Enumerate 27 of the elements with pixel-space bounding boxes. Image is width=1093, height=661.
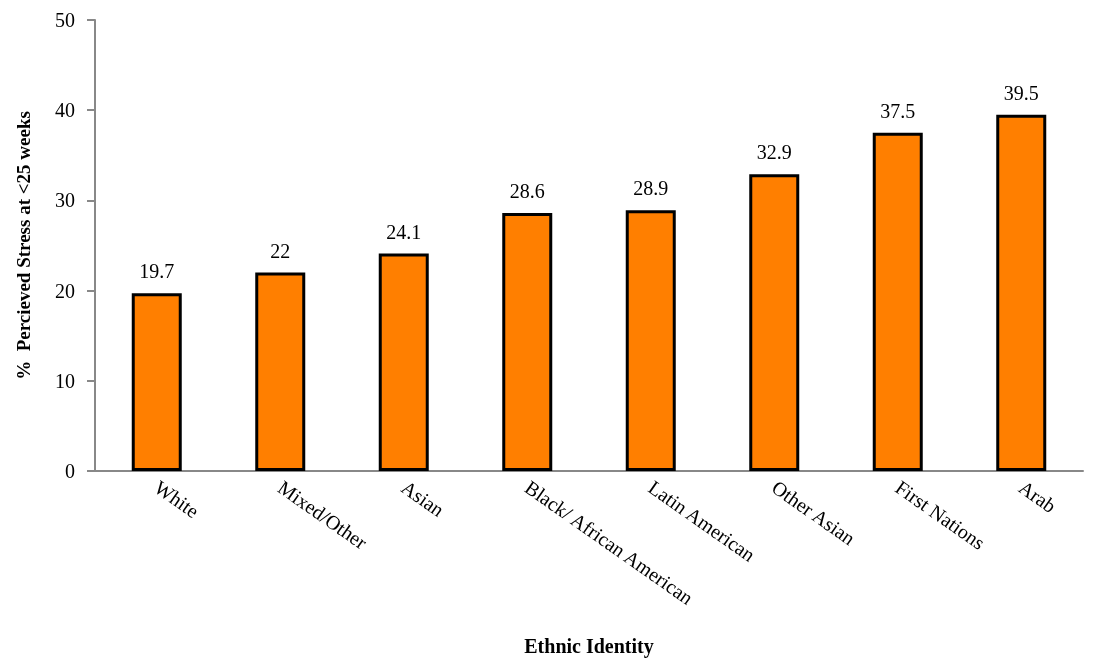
data-label: 19.7 (139, 260, 175, 283)
data-label: 37.5 (880, 99, 916, 122)
bar (996, 114, 1047, 471)
x-axis-title: Ethnic Identity (524, 635, 654, 658)
y-axis-title: % Percieved Stress at <25 weeks (13, 111, 34, 380)
y-tick-label: 30 (55, 189, 75, 212)
bar (625, 210, 676, 471)
x-tick-label: Asian (397, 475, 449, 521)
data-label: 28.9 (633, 177, 669, 200)
bar (378, 253, 429, 471)
y-tick-label: 40 (55, 99, 75, 122)
y-tick-label: 50 (55, 9, 75, 31)
bar (872, 132, 923, 471)
x-tick-label: Arab (1014, 475, 1061, 517)
data-label: 39.5 (1003, 81, 1039, 104)
data-label: 28.6 (509, 180, 545, 203)
bar (131, 293, 182, 471)
x-tick-label: Other Asian (767, 475, 860, 550)
bar (255, 272, 306, 471)
y-tick-label: 20 (55, 279, 75, 302)
bar (502, 213, 553, 471)
data-label: 22 (270, 239, 291, 262)
data-label: 32.9 (756, 141, 792, 164)
bar (749, 174, 800, 471)
y-tick-label: 10 (55, 369, 75, 392)
y-tick-label: 0 (65, 460, 75, 482)
data-label: 24.1 (386, 220, 422, 243)
